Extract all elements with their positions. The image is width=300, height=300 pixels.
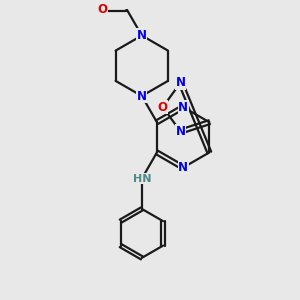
Text: O: O — [98, 3, 107, 16]
Text: N: N — [176, 125, 186, 138]
Text: N: N — [178, 161, 188, 174]
Text: HN: HN — [133, 174, 151, 184]
Text: O: O — [158, 100, 168, 114]
Text: N: N — [137, 29, 147, 42]
Text: N: N — [176, 76, 186, 89]
Text: N: N — [178, 100, 188, 114]
Text: N: N — [137, 89, 147, 103]
